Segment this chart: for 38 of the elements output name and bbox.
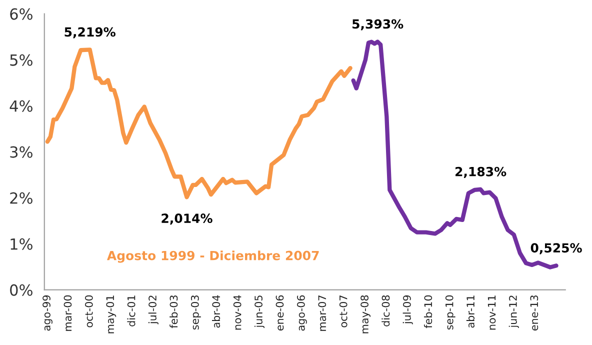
x-tick-label: abr-11 [466,296,474,328]
x-tick-label: jul-09 [402,295,413,324]
x-tick-label: nov-04 [233,295,242,330]
x-tick-label: jul-02 [148,296,158,324]
x-tick-label: dic-08 [382,295,390,326]
x-tick-label: ago-99 [42,295,52,331]
x-tick-label: abr-04 [212,295,220,328]
y-tick-label: 1% [10,238,32,250]
text: Agosto 1999 - Diciembre 2007 [106,250,319,263]
x-tick-label: mar-07 [318,296,326,331]
x-tick-label: feb-10 [424,295,432,328]
y-tick-label: 6% [10,8,32,20]
annotation: 2,014% [162,214,212,225]
annotation: 5,393% [352,19,404,30]
x-tick-label: oct-00 [84,295,93,328]
y-tick-label: 0% [10,284,32,296]
annotation: 2,183% [456,166,506,178]
y-tick-label: 4% [10,100,32,112]
y-tick-label: 3% [10,146,32,158]
x-tick-label: sep-10 [445,295,456,330]
x-tick-label: jun-12 [508,296,519,328]
x-tick-label: sep-03 [190,295,201,330]
annotation: 0,525% [530,243,582,254]
x-tick-label: ene-06 [276,295,284,331]
x-tick-label: nov-11 [488,296,496,330]
x-tick-label: oct-07 [339,296,348,328]
x-tick-label: jun-05 [254,296,264,328]
annotation: 5,219% [64,27,116,38]
x-tick-label: may-01 [106,296,116,334]
line-series [45,48,352,200]
x-tick-label: dic-01 [127,296,136,326]
x-tick-label: may-08 [360,295,370,334]
y-tick-label: 5% [10,54,32,66]
x-tick-label: feb-03 [170,295,178,328]
y-tick-label: 2% [10,192,32,204]
x-tick-label: mar-00 [64,295,72,331]
x-tick-label: ene-13 [530,295,538,331]
x-tick-label: ago-06 [296,295,307,331]
